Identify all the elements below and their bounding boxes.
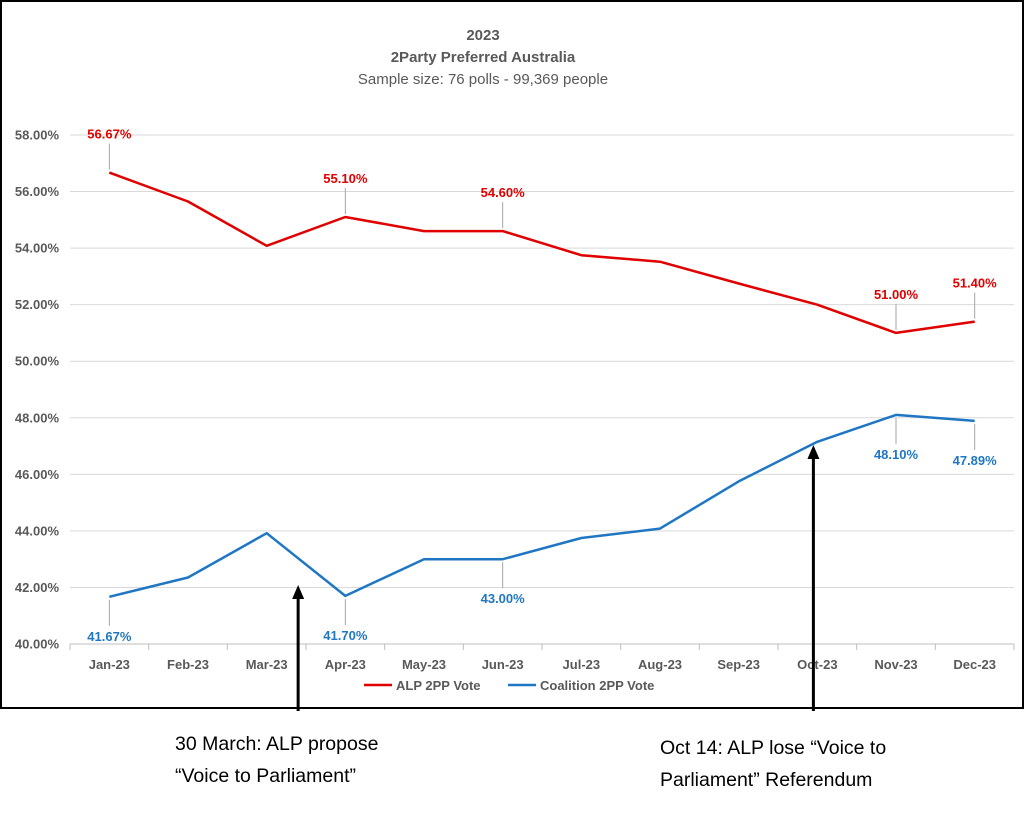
x-tick-label: Jan-23 <box>89 657 130 672</box>
legend: ALP 2PP Vote Coalition 2PP Vote <box>364 678 654 693</box>
x-tick-label: Sep-23 <box>717 657 760 672</box>
annotation-arrow-head <box>807 445 820 459</box>
y-tick-label: 46.00% <box>15 467 60 482</box>
annotation-line: Oct 14: ALP lose “Voice to <box>660 737 887 759</box>
line-chart: 2023 2Party Preferred Australia Sample s… <box>15 27 1015 711</box>
series-lines <box>108 171 975 599</box>
chart-subtitle: 2Party Preferred Australia <box>391 49 576 66</box>
x-tick-label: Dec-23 <box>953 657 996 672</box>
x-tick-label: Aug-23 <box>638 657 682 672</box>
x-tick-label: Nov-23 <box>874 657 917 672</box>
data-labels: 56.67% 55.10% 54.60% 51.00% 51.40% 41.67% 41.7… <box>87 127 997 644</box>
x-tick-label: Oct-23 <box>797 657 837 672</box>
y-tick-label: 54.00% <box>15 241 60 256</box>
y-tick-label: 58.00% <box>15 128 60 143</box>
annotation-line: Parliament” Referendum <box>660 769 873 791</box>
data-label: 51.40% <box>953 276 998 291</box>
legend-label: ALP 2PP Vote <box>396 678 481 693</box>
y-tick-label: 44.00% <box>15 523 60 538</box>
y-tick-label: 40.00% <box>15 637 60 652</box>
annotation-voice-proposal: 30 March: ALP propose “Voice to Parliame… <box>175 728 378 792</box>
chart-title: 2023 <box>466 27 499 44</box>
annotation-referendum-loss: Oct 14: ALP lose “Voice to Parliament” R… <box>660 732 886 796</box>
data-label: 56.67% <box>87 127 132 142</box>
annotation-arrows <box>292 445 820 711</box>
annotation-line: 30 March: ALP propose <box>175 733 379 755</box>
data-label: 41.70% <box>323 628 368 643</box>
y-tick-label: 42.00% <box>15 580 60 595</box>
series-line-coalition <box>109 413 975 599</box>
data-label: 54.60% <box>481 185 526 200</box>
y-tick-label: 56.00% <box>15 184 60 199</box>
legend-label: Coalition 2PP Vote <box>540 678 654 693</box>
x-tick-label: Feb-23 <box>167 657 209 672</box>
y-tick-label: 52.00% <box>15 297 60 312</box>
x-tick-label: Mar-23 <box>246 657 288 672</box>
x-tick-label: May-23 <box>402 657 446 672</box>
chart-frame: 2023 2Party Preferred Australia Sample s… <box>0 0 1024 711</box>
series-line-alp <box>108 171 975 335</box>
data-label: 41.67% <box>87 629 132 644</box>
x-tick-label: Jun-23 <box>482 657 524 672</box>
y-tick-label: 50.00% <box>15 354 60 369</box>
chart-sample-note: Sample size: 76 polls - 99,369 people <box>358 71 608 88</box>
gridlines <box>70 134 1014 588</box>
x-tick-label: Apr-23 <box>325 657 366 672</box>
y-tick-label: 48.00% <box>15 410 60 425</box>
data-label: 51.00% <box>874 287 919 302</box>
data-label: 47.89% <box>953 453 998 468</box>
data-label: 55.10% <box>323 171 368 186</box>
data-label: 43.00% <box>481 591 526 606</box>
axes: 40.00% 42.00% 44.00% 46.00% 48.00% 50.00% 52.0… <box>15 128 1015 672</box>
x-tick-label: Jul-23 <box>563 657 601 672</box>
annotation-arrow-head <box>292 585 305 599</box>
annotation-line: “Voice to Parliament” <box>175 765 356 787</box>
data-label: 48.10% <box>874 447 919 462</box>
